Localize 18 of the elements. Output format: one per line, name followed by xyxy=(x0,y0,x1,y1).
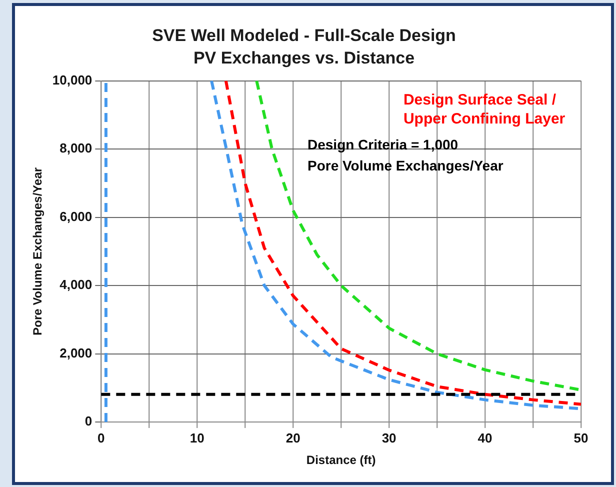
chart-subtitle: PV Exchanges vs. Distance xyxy=(193,48,415,68)
annotation: Design Criteria = 1,000 Pore Volume Exchanges/Year xyxy=(307,136,504,174)
x-axis-title: Distance (ft) xyxy=(306,453,376,468)
text: Design Surface Seal / Upper Confining Layer xyxy=(403,91,566,128)
x-tick-label: 0 xyxy=(98,430,105,446)
y-tick-label: 10,000 xyxy=(52,72,92,88)
y-tick-label: 0 xyxy=(84,414,92,429)
y-tick-label: 2,000 xyxy=(60,345,92,360)
x-tick-label: 10 xyxy=(190,430,204,446)
x-tick-label: 20 xyxy=(286,430,300,446)
y-tick-label: 6,000 xyxy=(60,208,92,224)
y-tick-label: 8,000 xyxy=(60,140,92,156)
y-axis-title: Pore Volume Exchanges/Year xyxy=(30,167,45,336)
x-tick-label: 50 xyxy=(574,430,588,446)
chart-title: SVE Well Modeled - Full-Scale Design xyxy=(152,26,456,45)
x-tick-label: 40 xyxy=(478,430,492,446)
y-tick-label: 4,000 xyxy=(60,277,92,292)
x-tick-label: 30 xyxy=(382,430,396,446)
